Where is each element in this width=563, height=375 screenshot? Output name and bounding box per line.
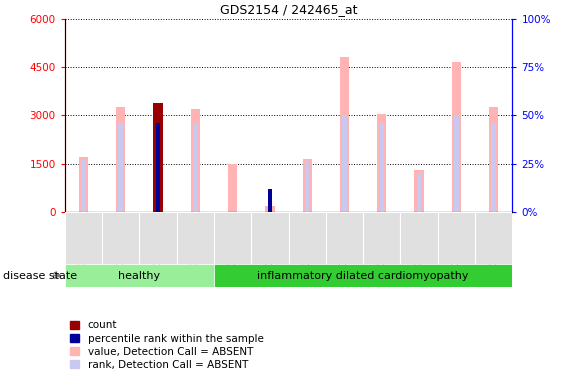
Bar — [379, 123, 384, 212]
Bar — [289, 212, 326, 264]
Bar — [340, 57, 349, 212]
Bar — [251, 212, 288, 264]
Bar — [140, 212, 177, 264]
Bar — [153, 103, 163, 212]
Bar — [65, 212, 102, 264]
Bar — [417, 173, 421, 212]
Bar — [305, 161, 310, 212]
Bar — [400, 212, 438, 264]
Bar — [191, 109, 200, 212]
Bar — [81, 160, 86, 212]
Bar — [156, 123, 160, 212]
Bar — [116, 107, 126, 212]
Bar — [454, 115, 459, 212]
Bar — [267, 189, 272, 212]
Bar — [102, 212, 140, 264]
Bar — [489, 107, 498, 212]
Bar — [156, 123, 160, 212]
Legend: count, percentile rank within the sample, value, Detection Call = ABSENT, rank, : count, percentile rank within the sample… — [70, 320, 263, 370]
Bar — [153, 103, 163, 212]
Bar — [265, 206, 275, 212]
Bar — [193, 123, 198, 212]
Bar — [438, 212, 475, 264]
Bar — [214, 212, 251, 264]
Bar — [452, 62, 461, 212]
Bar — [302, 159, 312, 212]
Bar — [214, 264, 512, 287]
Bar — [228, 164, 237, 212]
Bar — [342, 115, 347, 212]
Bar — [377, 114, 386, 212]
Text: inflammatory dilated cardiomyopathy: inflammatory dilated cardiomyopathy — [257, 271, 469, 280]
Title: GDS2154 / 242465_at: GDS2154 / 242465_at — [220, 3, 358, 16]
Bar — [326, 212, 363, 264]
Bar — [363, 212, 400, 264]
Bar — [118, 123, 123, 212]
Bar — [79, 157, 88, 212]
Bar — [414, 170, 424, 212]
Text: healthy: healthy — [118, 271, 160, 280]
Bar — [177, 212, 214, 264]
Bar — [65, 264, 214, 287]
Bar — [491, 123, 496, 212]
Text: disease state: disease state — [3, 271, 77, 280]
Bar — [475, 212, 512, 264]
Bar — [267, 189, 272, 212]
